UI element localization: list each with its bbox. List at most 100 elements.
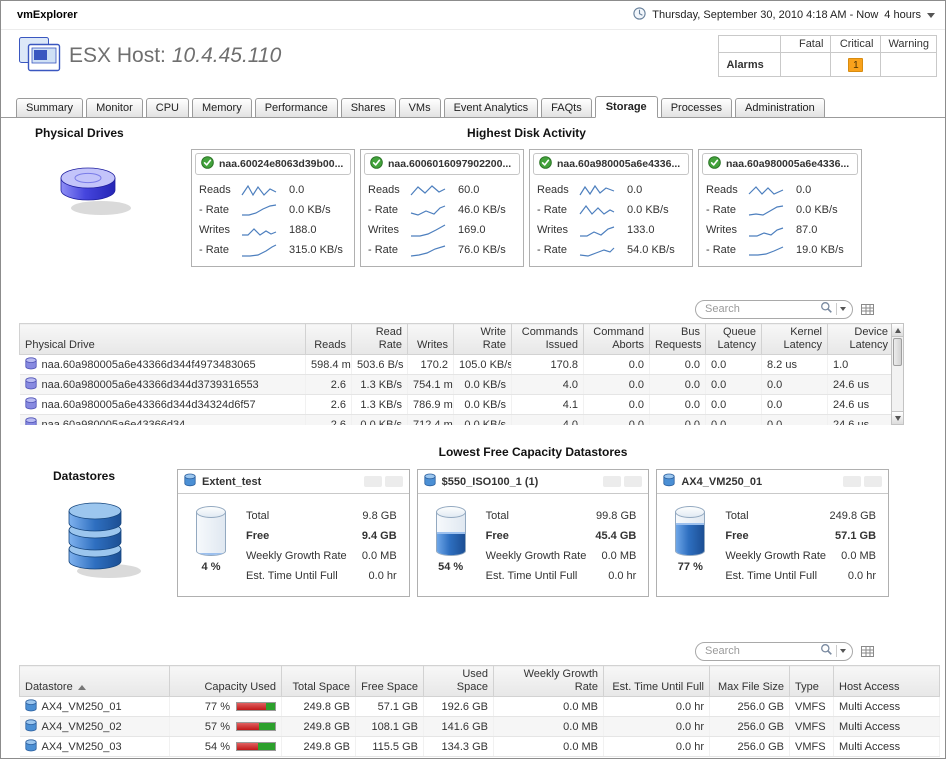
capacity-bar (236, 722, 276, 731)
metric-value: 0.0 MB (601, 550, 637, 562)
col-type[interactable]: Type (789, 665, 834, 697)
datastore-cylinder-icon (24, 718, 37, 735)
metric-row: - Rate 0.0 KB/s (706, 200, 854, 220)
drive-title[interactable]: naa.60a980005a6e4336... (702, 153, 858, 175)
tab-summary[interactable]: Summary (16, 98, 84, 118)
tab-processes[interactable]: Processes (660, 98, 733, 118)
col-queue-latency[interactable]: Queue Latency (705, 323, 762, 355)
col-capacity-used[interactable]: Capacity Used (169, 665, 282, 697)
tab-event-analytics[interactable]: Event Analytics (443, 98, 539, 118)
cell-read-rate: 1.3 KB/s (351, 394, 408, 415)
tab-faqts[interactable]: FAQts (541, 98, 592, 118)
metric-row: Total 9.8 GB (246, 506, 397, 526)
tab-performance[interactable]: Performance (254, 98, 338, 118)
datastore-name[interactable]: AX4_VM250_01 (681, 475, 763, 488)
metric-label: - Rate (368, 244, 398, 256)
col-kernel-latency[interactable]: Kernel Latency (761, 323, 828, 355)
drive-title[interactable]: naa.60a980005a6e4336... (533, 153, 689, 175)
col-datastore[interactable]: Datastore (19, 665, 170, 697)
col-host-access[interactable]: Host Access (833, 665, 940, 697)
tab-vms[interactable]: VMs (398, 98, 441, 118)
col-read-rate[interactable]: Read Rate (351, 323, 408, 355)
search-input[interactable] (705, 645, 817, 657)
table-row-partial[interactable]: naa.60a980005a6e43366d34 2.6 0.0 KB/s 71… (19, 414, 891, 425)
tab-memory[interactable]: Memory (191, 98, 252, 118)
metric-row: Writes 169.0 (368, 220, 516, 240)
col-weekly-growth-rate[interactable]: Weekly Growth Rate (493, 665, 604, 697)
col-physical-drive[interactable]: Physical Drive (19, 323, 306, 355)
disk-activity-cards: naa.60024e8063d39b00... Reads 0.0 - Rate 0… (191, 149, 862, 267)
col-max-file-size[interactable]: Max File Size (709, 665, 790, 697)
scroll-up-button[interactable] (892, 324, 903, 337)
search-options-chevron-icon[interactable] (840, 307, 846, 311)
critical-count-badge[interactable]: 1 (848, 57, 864, 72)
col-used-space[interactable]: Used Space (423, 665, 494, 697)
cell-write-rate: 0.0 KB/s (453, 374, 512, 395)
table-row[interactable]: naa.60a980005a6e43366d344f4973483065 598… (19, 354, 891, 375)
datastore-card-body: 4 % Total 9.8 GB Free 9.4 GB Weekly Growth… (178, 494, 409, 594)
cell-est-time-until-full: 0.0 hr (603, 736, 710, 757)
search-icon[interactable] (820, 301, 833, 317)
drive-name: naa.60a980005a6e43366d344d34324d6f57 (41, 398, 256, 411)
col-commands-issued[interactable]: Commands Issued (511, 323, 584, 355)
table-row[interactable]: AX4_VM250_03 54 % 249.8 GB 115.5 GB 134.… (19, 736, 940, 757)
datastore-card: $550_ISO100_1 (1) 54 % Total 99.8 GB Free… (416, 469, 650, 597)
datastores-left: Datastores (1, 445, 177, 597)
metric-value: 249.8 GB (829, 510, 877, 522)
col-writes[interactable]: Writes (407, 323, 454, 355)
tab-monitor[interactable]: Monitor (86, 98, 143, 118)
search-box[interactable] (695, 641, 853, 661)
arrow-down-icon (894, 415, 901, 421)
datastore-name[interactable]: Extent_test (202, 475, 262, 488)
tab-shares[interactable]: Shares (340, 98, 396, 118)
col-total-space[interactable]: Total Space (281, 665, 356, 697)
chevron-down-icon[interactable] (927, 12, 935, 18)
table-customizer-icon[interactable] (860, 645, 875, 658)
search-box[interactable] (695, 299, 853, 319)
sparkline-chart (241, 183, 277, 197)
fatal-count-cell[interactable] (780, 52, 832, 77)
col-write-rate[interactable]: Write Rate (453, 323, 512, 355)
table-row[interactable]: AX4_VM250_01 77 % 249.8 GB 57.1 GB 192.6… (19, 696, 940, 717)
datastore-name[interactable]: $550_ISO100_1 (1) (441, 475, 539, 488)
metric-row: Free 57.1 GB (725, 526, 876, 546)
col-est-time-until-full[interactable]: Est. Time Until Full (603, 665, 710, 697)
col-free-space[interactable]: Free Space (355, 665, 424, 697)
metric-label: Reads (368, 184, 400, 196)
scrollbar-thumb[interactable] (893, 338, 902, 366)
title-prefix: ESX Host: (69, 44, 166, 67)
scrollbar-track[interactable] (892, 337, 903, 411)
critical-count-cell[interactable]: 1 (830, 52, 882, 77)
arrow-up-icon (894, 327, 901, 333)
metric-row: - Rate 0.0 KB/s (199, 200, 347, 220)
tab-cpu[interactable]: CPU (145, 98, 189, 118)
col-reads[interactable]: Reads (305, 323, 352, 355)
drive-title[interactable]: naa.6006016097902200... (364, 153, 520, 175)
table-row[interactable]: AX4_VM250_02 57 % 249.8 GB 108.1 GB 141.… (19, 716, 940, 737)
search-icon[interactable] (820, 643, 833, 659)
col-command-aborts[interactable]: Command Aborts (583, 323, 650, 355)
metric-row: Reads 60.0 (368, 180, 516, 200)
table-row[interactable]: naa.60a980005a6e43366d344d3739316553 2.6… (19, 374, 891, 395)
tab-storage[interactable]: Storage (594, 96, 658, 118)
drive-title[interactable]: naa.60024e8063d39b00... (195, 153, 351, 175)
vertical-scrollbar[interactable] (891, 323, 904, 425)
search-input[interactable] (705, 303, 817, 315)
physical-drives-label: Physical Drives (35, 126, 124, 140)
col-device-latency[interactable]: Device Latency (827, 323, 891, 355)
table-customizer-icon[interactable] (860, 303, 875, 316)
cell-free-space: 57.1 GB (355, 696, 424, 717)
cell-device-latency: 24.6 us (827, 374, 891, 395)
table-row[interactable]: naa.60a980005a6e43366d344d34324d6f57 2.6… (19, 394, 891, 415)
time-range-control[interactable]: Thursday, September 30, 2010 4:18 AM - N… (633, 7, 935, 23)
scroll-down-button[interactable] (892, 411, 903, 424)
metric-label: Est. Time Until Full (485, 570, 578, 582)
col-bus-requests[interactable]: Bus Requests (649, 323, 706, 355)
metric-label: Total (485, 510, 509, 522)
cell-command-aborts: 0.0 (583, 354, 650, 375)
tab-administration[interactable]: Administration (735, 98, 825, 118)
search-options-chevron-icon[interactable] (840, 649, 846, 653)
sparkline-chart (241, 243, 277, 257)
gauge-fill (676, 522, 705, 555)
warning-count-cell[interactable] (880, 52, 937, 77)
